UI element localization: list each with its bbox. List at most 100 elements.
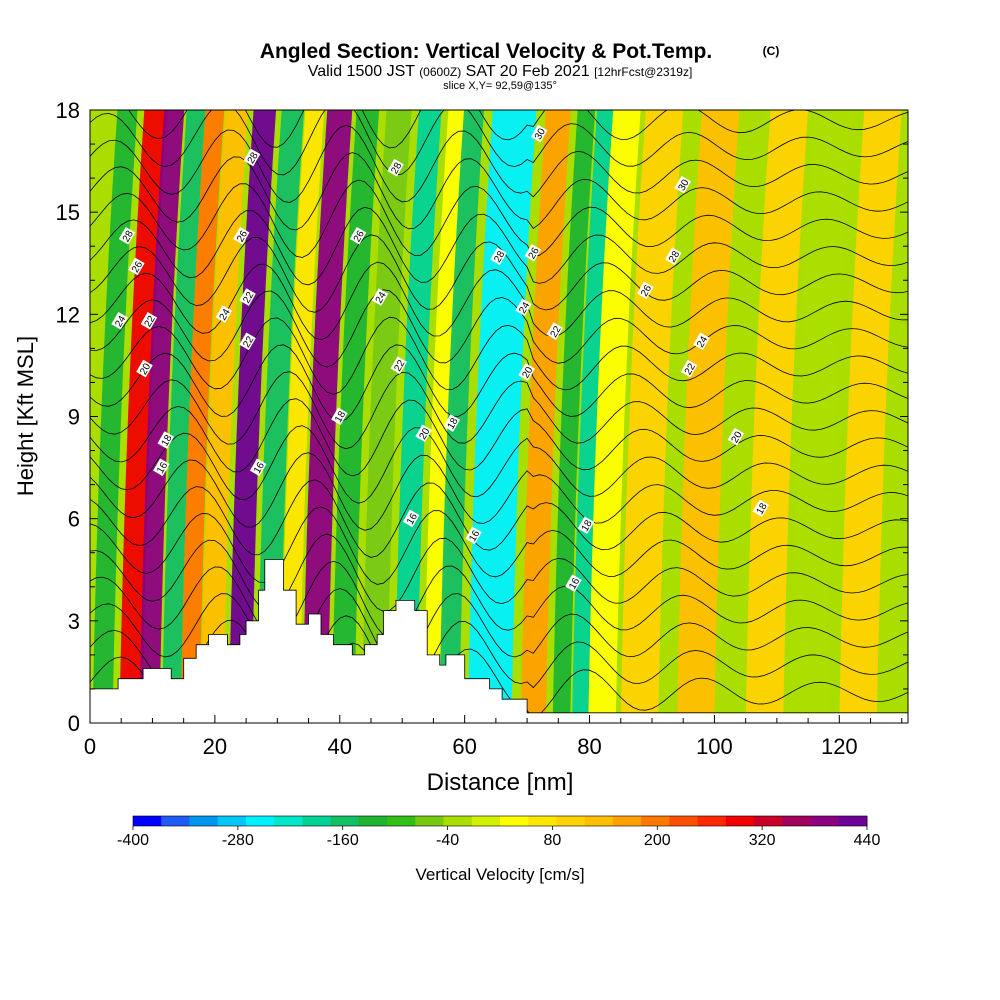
- colorbar-swatch: [330, 816, 360, 826]
- colorbar-tick-label: -40: [436, 832, 459, 849]
- x-tick-label: 80: [577, 734, 601, 759]
- subtitle-forecast: [12hrFcst@2319z]: [594, 65, 692, 79]
- contour-label-text: 16: [155, 460, 170, 476]
- velocity-band: [361, 110, 412, 723]
- colorbar-swatch: [641, 816, 670, 826]
- contour-label: 16: [249, 458, 267, 477]
- colorbar-tick-label: 440: [854, 832, 881, 849]
- contour-label: 20: [415, 424, 433, 443]
- theta-contour-line: [90, 371, 908, 450]
- theta-contour-line: [90, 110, 908, 176]
- colorbar-swatch: [669, 816, 699, 826]
- colorbar-swatch: [754, 816, 783, 826]
- colorbar-tick-label: 320: [749, 832, 776, 849]
- y-tick-label: 15: [56, 200, 80, 225]
- contour-label-text: 22: [143, 314, 158, 330]
- contour-label-text: 18: [446, 416, 461, 432]
- colorbar-swatch: [387, 816, 416, 826]
- colorbar-tick-label: 80: [544, 832, 562, 849]
- velocity-band: [228, 110, 277, 723]
- contour-label-text: 18: [580, 518, 595, 534]
- contour-label-text: 26: [639, 283, 654, 299]
- y-tick-label: 18: [56, 98, 80, 123]
- x-tick-label: 20: [203, 734, 227, 759]
- contour-label: 22: [546, 322, 564, 340]
- colorbar-swatch: [838, 816, 868, 826]
- velocity-band: [520, 110, 571, 723]
- y-tick-label: 9: [68, 405, 80, 430]
- y-tick-label: 12: [56, 302, 80, 327]
- contour-label: 24: [215, 305, 233, 323]
- contour-label-text: 30: [677, 177, 692, 193]
- contour-label-text: 20: [417, 426, 432, 442]
- slice-label: slice X,Y= 92,59@135°: [443, 80, 557, 92]
- theta-contour-line: [90, 398, 908, 477]
- contour-label-text: 22: [241, 290, 256, 306]
- chart-title-unit: (C): [763, 44, 780, 58]
- contour-label: 26: [637, 281, 654, 300]
- contour-label: 22: [239, 288, 257, 306]
- contour-label: 28: [243, 148, 261, 167]
- x-tick-label: 100: [696, 734, 733, 759]
- velocity-band: [467, 110, 537, 723]
- theta-contour-line: [90, 533, 908, 612]
- colorbar: -400 -280 -160 -40 80 200 320 440: [117, 815, 881, 849]
- theta-contour-line: [90, 588, 908, 666]
- contour-label-text: 22: [241, 334, 256, 350]
- contour-label-text: 24: [695, 334, 710, 350]
- theta-contour-line: [90, 452, 908, 531]
- contour-label: 18: [577, 516, 595, 535]
- contour-label-text: 26: [352, 229, 367, 245]
- contour-label: 26: [233, 226, 250, 245]
- contour-label: 16: [565, 574, 583, 592]
- velocity-band: [119, 110, 167, 723]
- velocity-band: [572, 110, 614, 723]
- contour-label-text: 26: [130, 259, 145, 275]
- theta-contour-line: [128, 110, 908, 149]
- contour-label: 26: [524, 243, 542, 262]
- theta-contour-line: [90, 234, 908, 313]
- contour-label: 24: [111, 312, 129, 330]
- colorbar-swatch: [274, 816, 303, 826]
- velocity-band: [180, 110, 225, 723]
- contour-label-text: 16: [467, 528, 482, 544]
- colorbar-swatch: [415, 816, 445, 826]
- colorbar-tick-label: 200: [644, 832, 671, 849]
- contour-label: 18: [443, 414, 461, 432]
- contour-label: 24: [693, 332, 711, 351]
- terrain-mask: [90, 559, 908, 723]
- plot-area: 28 26 24 22 20 18 16 28 26 24 22 22 16 28 26 24 22 18 20 18…: [90, 110, 908, 723]
- contour-label: 16: [153, 458, 170, 477]
- theta-contour-line: [90, 560, 908, 639]
- contour-label-text: 22: [683, 361, 698, 377]
- contour-label: 18: [752, 499, 770, 518]
- colorbar-tick-label: -160: [327, 832, 359, 849]
- colorbar-swatch: [189, 816, 219, 826]
- velocity-band: [839, 110, 902, 723]
- contour-label-text: 16: [567, 576, 582, 592]
- colorbar-swatch: [810, 816, 840, 826]
- velocity-band: [302, 110, 353, 723]
- contour-label-text: 22: [392, 358, 407, 374]
- contour-label-text: 18: [160, 433, 175, 449]
- theta-contour-line: [90, 344, 908, 423]
- colorbar-swatch: [471, 816, 501, 826]
- velocity-band: [676, 110, 740, 723]
- contour-label-text: 24: [374, 290, 389, 306]
- contour-label-text: 16: [405, 511, 420, 527]
- contour-label: 18: [331, 407, 348, 426]
- contour-label-text: 28: [492, 249, 507, 265]
- velocity-band: [139, 110, 185, 723]
- contour-label: 28: [490, 247, 508, 265]
- contour-label-text: 30: [533, 126, 548, 142]
- contour-label-text: 24: [517, 300, 532, 316]
- contour-label-text: 28: [667, 249, 682, 265]
- contour-label: 20: [518, 363, 536, 381]
- colorbar-tick-label: -280: [222, 832, 254, 849]
- contour-label: 26: [128, 257, 145, 276]
- colorbar-swatch: [697, 816, 727, 826]
- colorbar-swatch: [584, 816, 614, 826]
- contour-label: 18: [157, 431, 175, 449]
- contour-label-text: 24: [113, 314, 128, 330]
- theta-contour-line: [90, 615, 908, 694]
